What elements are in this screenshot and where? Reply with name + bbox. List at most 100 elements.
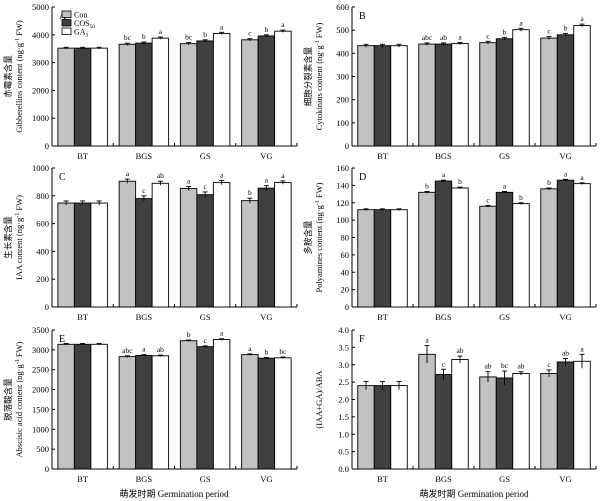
x-tick-label: BGS [136,151,153,161]
y-tick-label: 300 [336,72,349,82]
bar-ga [212,32,231,147]
bar-cos [434,374,453,470]
significance-letter: a [580,173,584,182]
y-axis-label: Gibberellins content (ng·g-1 FW) [14,20,24,133]
y-axis-label-cn: 生长素含量 [3,216,13,259]
bar-con [57,47,75,147]
significance-letter: b [564,23,568,32]
bar-cos [196,346,214,470]
y-tick-label: 1500 [32,404,49,414]
y-tick-label: 200 [36,274,49,284]
significance-letter: a [503,181,507,190]
y-tick-label: 400 [36,246,49,256]
significance-letter: ab [484,362,491,371]
x-tick-label: BGS [435,474,452,484]
significance-letter: c [547,27,551,36]
y-tick-label: 3000 [32,58,49,68]
bar-con [241,200,259,308]
legend-label-cos: COS50 [74,19,95,30]
bar-con [540,37,558,147]
bar-cos [556,361,575,470]
bar-con [118,180,137,308]
x-tick-label: GS [200,151,211,161]
x-tick-label: BT [77,312,89,322]
x-axis-title-left: 萌发时期 Germination period [120,488,229,499]
x-tick-label: VG [559,151,571,161]
y-axis-label: IAA content (ng·g-1 FW) [14,195,24,280]
x-tick-label: GS [499,151,510,161]
significance-letter: a [142,345,146,354]
y-tick-label: 5000 [32,2,49,12]
panel-a: 010002000300040005000AGibberellins conte… [3,2,298,161]
bar-con [179,340,198,470]
significance-letter: a [425,336,429,345]
bar-ga [451,43,469,147]
panel-letter: B [359,11,366,22]
significance-letter: ab [440,33,447,42]
y-tick-label: 0 [345,141,349,151]
significance-letter: a [564,169,568,178]
bar-con [479,42,497,147]
y-tick-label: 1000 [32,163,49,173]
bar-ga [512,203,530,308]
bar-ga [90,202,108,308]
bar-ga [390,209,408,308]
significance-letter: abc [422,33,433,42]
legend-label-con: Con [74,11,87,20]
panel-letter: E [59,334,65,345]
x-axis-title-right: 萌发时期 Germination period [420,488,529,499]
y-tick-label: 0.0 [338,464,349,474]
panel-letter: F [359,334,365,345]
y-tick-label: 400 [336,48,349,58]
bar-con [540,372,558,470]
y-tick-label: 600 [36,219,49,229]
bar-con [179,188,198,308]
significance-letter: a [220,171,224,180]
bar-cos [135,42,153,147]
y-tick-label: 0.5 [338,447,349,457]
bar-ga [512,29,530,147]
significance-letter: b [425,181,429,190]
x-tick-label: BT [377,474,389,484]
bar-ga [274,30,292,147]
significance-letter: a [281,171,285,180]
x-tick-label: BGS [136,474,153,484]
panel-f: 0.0 0.5 1.0 1.5 2.0 2.5 3.0 3.5 4.0 F (IAA+GA)/ABA… [314,325,597,484]
significance-letter: abc [122,346,133,355]
bar-cos [495,191,514,308]
y-axis-label-cn: 脱落酸含量 [3,378,13,421]
bar-cos [196,194,214,308]
x-tick-label: GS [499,474,510,484]
significance-letter: ab [157,345,164,354]
bar-con [357,209,375,308]
bar-ga [90,343,108,470]
bar-cos [73,343,92,470]
y-tick-label: 2000 [32,385,49,395]
bar-ga [451,359,469,470]
bar-con [57,202,75,308]
significance-letter: a [281,20,285,29]
bar-con [357,45,375,147]
significance-letter: ab [562,348,569,357]
significance-letter: b [458,177,462,186]
x-tick-label: GS [499,312,510,322]
y-axis-label-cn: 赤霉素含量 [3,55,13,98]
significance-letter: a [580,344,584,353]
bar-cos [73,47,92,147]
significance-letter: ab [456,346,463,355]
bar-ga [390,385,408,470]
y-axis-label-cn: 细胞分裂素含量 [303,46,313,106]
significance-letter: b [203,30,207,39]
legend-swatch-cos [61,19,72,27]
significance-letter: bc [185,33,193,42]
y-axis-label-cn: 多胺含量 [303,220,313,255]
significance-letter: a [458,32,462,41]
bar-con [540,188,558,308]
y-tick-label: 500 [36,444,49,454]
y-tick-label: 100 [336,118,349,128]
bar-con [479,205,497,308]
y-tick-label: 140 [336,180,349,190]
y-tick-label: 4.0 [338,325,349,335]
bar-con [118,356,137,470]
